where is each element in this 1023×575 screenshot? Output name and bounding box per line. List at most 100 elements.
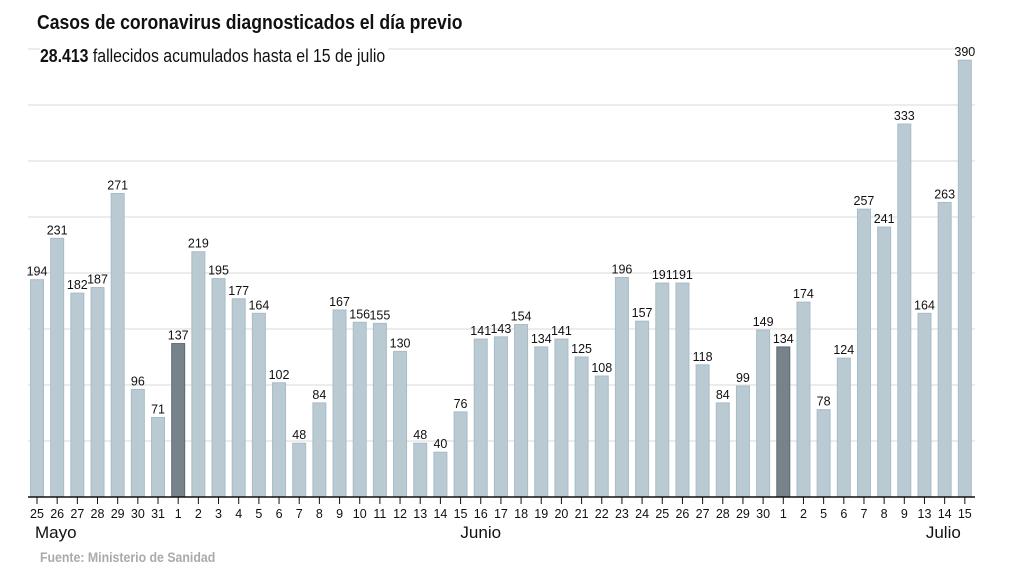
bar: [816, 409, 831, 498]
bar: [897, 123, 912, 498]
deaths-total: 28.413: [40, 46, 89, 66]
x-tick-label: 4: [235, 507, 242, 521]
bar: [171, 343, 186, 498]
bar: [715, 402, 730, 498]
data-label: 195: [208, 264, 229, 278]
data-label: 194: [27, 265, 48, 279]
data-label: 164: [248, 298, 269, 312]
bar: [614, 276, 629, 498]
bar: [413, 442, 428, 498]
bar: [675, 282, 690, 498]
x-tick-label: 20: [554, 507, 568, 521]
x-tick-label: 21: [575, 507, 589, 521]
x-tick-label: 1: [780, 507, 787, 521]
data-label: 125: [571, 342, 592, 356]
data-label: 124: [833, 343, 854, 357]
x-tick-label: 29: [736, 507, 750, 521]
data-label: 99: [736, 371, 750, 385]
x-tick-label: 13: [918, 507, 932, 521]
bar: [70, 292, 85, 498]
data-label: 102: [269, 368, 290, 382]
x-tick-label: 8: [316, 507, 323, 521]
data-label: 130: [390, 336, 411, 350]
chart-subtitle: 28.413 fallecidos acumulados hasta el 15…: [40, 46, 389, 67]
bar: [534, 346, 549, 498]
month-label-julio: Julio: [926, 523, 961, 542]
x-tick-label: 1: [175, 507, 182, 521]
bar: [191, 251, 206, 498]
bar: [433, 451, 448, 498]
data-label: 187: [87, 273, 108, 287]
x-tick-label: 5: [820, 507, 827, 521]
bar: [372, 322, 387, 498]
data-label: 155: [369, 308, 390, 322]
x-tick-label: 2: [195, 507, 202, 521]
data-label: 137: [168, 329, 189, 343]
bar: [352, 321, 367, 498]
bar: [574, 356, 589, 498]
x-tick-label: 23: [615, 507, 629, 521]
bar: [937, 201, 952, 498]
data-label: 154: [511, 310, 532, 324]
x-tick-label: 10: [353, 507, 367, 521]
source-note: Fuente: Ministerio de Sanidad: [40, 549, 216, 565]
bar: [211, 278, 226, 498]
x-tick-label: 9: [901, 507, 908, 521]
data-label: 390: [954, 45, 975, 59]
x-tick-label: 16: [474, 507, 488, 521]
data-label: 333: [894, 109, 915, 123]
x-tick-label: 15: [454, 507, 468, 521]
x-tick-label: 7: [860, 507, 867, 521]
bar: [151, 416, 166, 498]
data-label: 182: [67, 278, 88, 292]
x-tick-label: 26: [50, 507, 64, 521]
x-tick-label: 12: [393, 507, 407, 521]
data-label: 196: [612, 262, 633, 276]
bar: [776, 346, 791, 498]
x-tick-label: 6: [276, 507, 283, 521]
x-tick-label: 9: [336, 507, 343, 521]
data-label: 219: [188, 237, 209, 251]
x-tick-label: 28: [716, 507, 730, 521]
bar: [393, 350, 408, 498]
x-tick-label: 11: [373, 507, 386, 521]
bar: [594, 375, 609, 498]
x-tick-label: 3: [215, 507, 222, 521]
data-label: 118: [693, 350, 713, 364]
x-tick-label: 18: [514, 507, 528, 521]
month-label-junio: Junio: [460, 523, 501, 542]
bar: [493, 336, 508, 498]
x-tick-label: 19: [534, 507, 548, 521]
data-label: 164: [914, 298, 935, 312]
x-tick-label: 30: [131, 507, 145, 521]
x-tick-label: 22: [595, 507, 609, 521]
data-label: 96: [131, 374, 145, 388]
data-label: 71: [151, 402, 165, 416]
bar: [251, 312, 266, 498]
x-tick-label: 29: [111, 507, 125, 521]
bar: [30, 279, 44, 498]
chart-title: Casos de coronavirus diagnosticados el d…: [37, 12, 463, 34]
bar: [231, 298, 246, 498]
data-label: 143: [490, 322, 511, 336]
data-label: 134: [773, 332, 794, 346]
bar: [735, 385, 750, 498]
bar: [110, 192, 125, 498]
x-tick-label: 26: [675, 507, 689, 521]
month-label-mayo: Mayo: [35, 523, 77, 542]
data-label: 84: [312, 388, 326, 402]
bar: [272, 382, 287, 498]
bar: [655, 282, 670, 498]
bar: [796, 301, 811, 498]
data-label: 141: [551, 324, 572, 338]
bar: [635, 320, 650, 498]
data-label: 141: [470, 324, 491, 338]
bar: [514, 324, 529, 498]
bar: [292, 442, 307, 498]
x-tick-label: 25: [655, 507, 669, 521]
bar: [50, 237, 65, 498]
bar: [756, 329, 771, 498]
bar: [473, 338, 488, 498]
data-label: 149: [753, 315, 774, 329]
data-label: 108: [591, 361, 612, 375]
